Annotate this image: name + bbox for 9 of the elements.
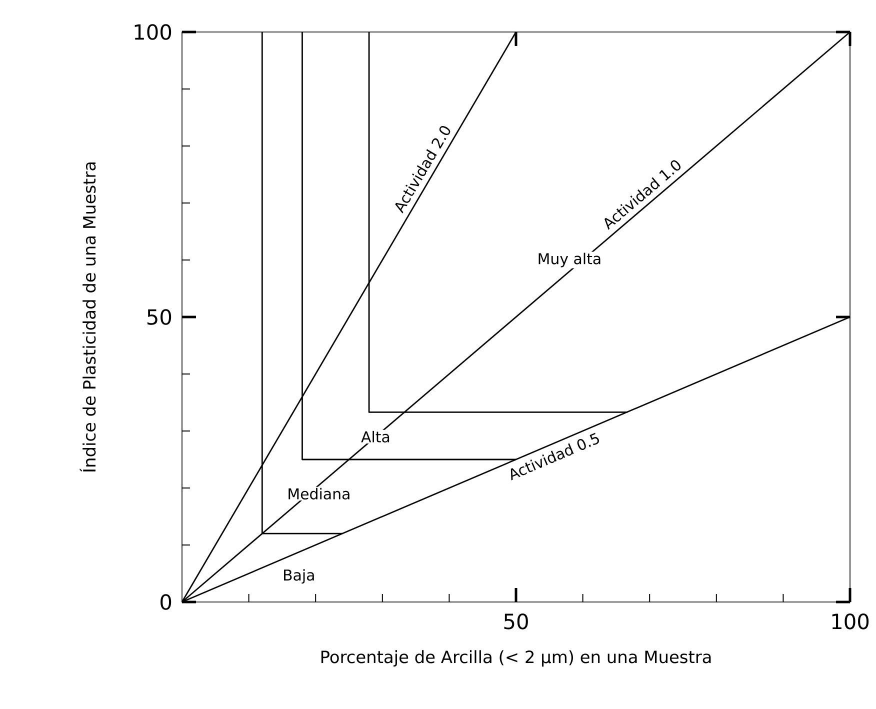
y-tick-label: 100 <box>134 24 172 40</box>
annotation: Muy alta <box>538 252 600 268</box>
y-tick-label: 0 <box>160 594 172 610</box>
x-axis-title: Porcentaje de Arcilla (< 2 µm) en una Muestra <box>321 650 711 667</box>
annotation: Mediana <box>288 488 350 500</box>
annotation: Alta <box>361 430 390 442</box>
y-tick-label: 50 <box>147 309 172 325</box>
annotation: Baja <box>284 569 314 584</box>
y-axis-title: Índice de Plasticidad de una Muestra <box>80 162 96 472</box>
